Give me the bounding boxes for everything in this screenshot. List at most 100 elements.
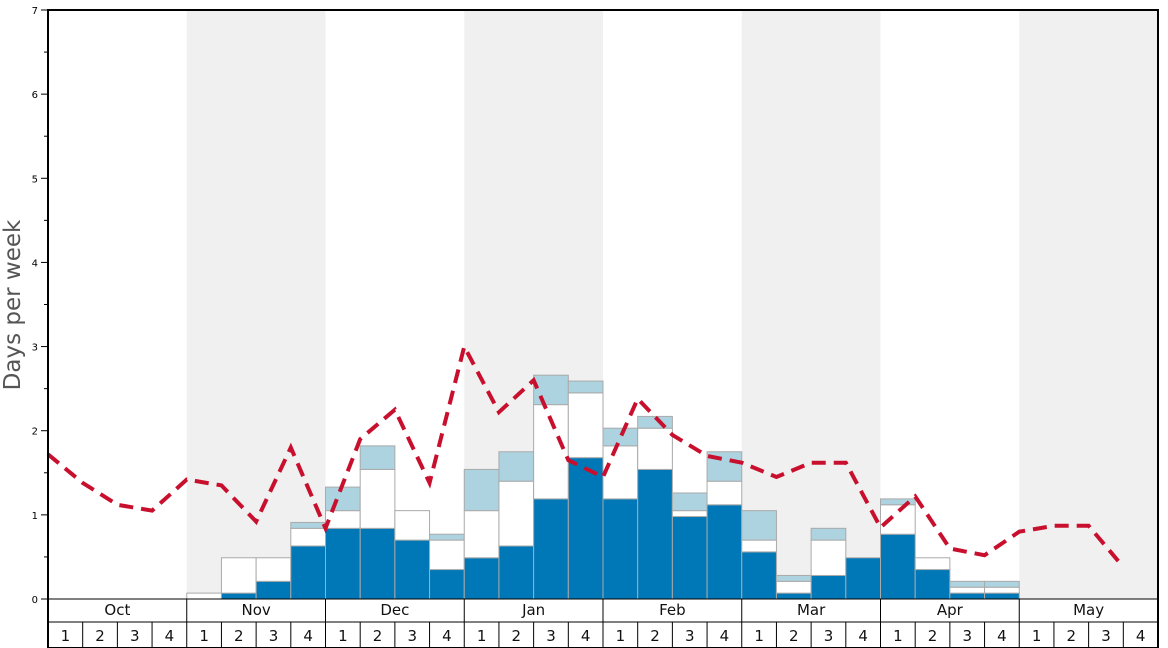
- week-label: 3: [269, 627, 279, 645]
- bar-dark: [637, 468, 673, 600]
- bar-light: [949, 580, 986, 588]
- bar-dark: [498, 545, 535, 600]
- bar-white: [429, 539, 465, 571]
- bar-dark: [775, 592, 812, 600]
- week-label: 2: [95, 627, 105, 645]
- y-tick-label: 3: [32, 343, 38, 354]
- week-label: 3: [1101, 627, 1111, 645]
- week-label: 3: [962, 627, 972, 645]
- bar-light: [984, 580, 1020, 588]
- month-label: Apr: [937, 601, 964, 619]
- bar-white: [810, 539, 847, 576]
- bar-light: [671, 492, 708, 512]
- bar-white: [359, 468, 396, 529]
- bar-white: [290, 527, 326, 547]
- bar-dark: [671, 516, 708, 600]
- bar-dark: [359, 527, 396, 600]
- bar-light: [741, 510, 777, 541]
- week-label: 4: [858, 627, 868, 645]
- month-label: Dec: [380, 601, 409, 619]
- bar-dark: [255, 580, 292, 600]
- bar-light: [880, 498, 916, 506]
- y-tick-label: 1: [32, 511, 38, 522]
- bar-light: [533, 374, 569, 406]
- week-label: 1: [199, 627, 209, 645]
- bar-dark: [533, 498, 569, 600]
- month-band: [1019, 10, 1158, 599]
- week-label: 4: [997, 627, 1007, 645]
- week-label: 2: [234, 627, 244, 645]
- week-label: 3: [546, 627, 556, 645]
- bar-dark: [463, 557, 500, 600]
- month-label: Mar: [797, 601, 826, 619]
- bar-dark: [914, 569, 951, 600]
- bar-dark: [394, 539, 431, 600]
- bar-white: [394, 510, 431, 541]
- week-label: 4: [303, 627, 313, 645]
- bar-white: [706, 480, 743, 506]
- bar-light: [637, 415, 673, 429]
- week-label: 1: [893, 627, 903, 645]
- week-label: 2: [373, 627, 383, 645]
- bar-dark: [949, 592, 986, 600]
- bar-dark: [880, 533, 916, 600]
- bar-white: [498, 480, 535, 547]
- week-label: 1: [338, 627, 348, 645]
- month-label: Feb: [659, 601, 686, 619]
- week-label: 2: [650, 627, 660, 645]
- bar-light: [463, 468, 500, 512]
- week-label: 2: [512, 627, 522, 645]
- bar-dark: [810, 574, 847, 600]
- bar-light: [810, 527, 847, 541]
- average-line: [46, 341, 1125, 569]
- bar-white: [914, 557, 951, 571]
- bar-white: [880, 504, 916, 535]
- week-label: 4: [442, 627, 452, 645]
- week-label: 4: [165, 627, 175, 645]
- bar-white: [325, 510, 361, 529]
- week-label: 2: [928, 627, 938, 645]
- bar-white: [741, 539, 777, 553]
- bar-white: [255, 557, 292, 582]
- bar-dark: [741, 551, 777, 600]
- bar-dark: [845, 557, 881, 600]
- month-bands: [186, 10, 1158, 599]
- bar-dark: [429, 569, 465, 600]
- bar-light: [359, 445, 396, 470]
- week-label: 2: [1067, 627, 1077, 645]
- bar-white: [671, 510, 708, 518]
- month-label: May: [1073, 601, 1104, 619]
- y-tick-label: 2: [32, 427, 38, 438]
- bar-light: [429, 533, 465, 541]
- bar-light: [290, 521, 326, 529]
- bar-white: [463, 510, 500, 559]
- bar-dark: [706, 504, 743, 600]
- bar-light: [602, 427, 639, 447]
- y-tick-label: 4: [32, 258, 38, 269]
- y-axis-label: Days per week: [0, 219, 26, 390]
- plot-frame: [47, 9, 1159, 648]
- week-label: 3: [824, 627, 834, 645]
- bar-dark: [290, 545, 326, 600]
- week-label: 2: [789, 627, 799, 645]
- bar-white: [637, 427, 673, 470]
- week-label: 1: [477, 627, 487, 645]
- bar-dark: [220, 592, 257, 600]
- bar-white: [984, 586, 1020, 594]
- week-label: 4: [581, 627, 591, 645]
- y-axis: 0 1 2 3 4 5 6 7: [32, 6, 48, 606]
- month-label: Oct: [104, 601, 130, 619]
- bar-light: [567, 380, 604, 394]
- y-tick-label: 0: [32, 595, 38, 606]
- week-label: 4: [720, 627, 730, 645]
- bar-dark: [325, 527, 361, 600]
- week-label: 1: [616, 627, 626, 645]
- week-label: 3: [685, 627, 695, 645]
- bar-white: [220, 557, 257, 594]
- week-label: 1: [754, 627, 764, 645]
- bar-light: [498, 451, 535, 482]
- week-label: 1: [61, 627, 71, 645]
- y-tick-label: 5: [32, 174, 38, 185]
- bar-dark: [984, 592, 1020, 600]
- bar-white: [775, 580, 812, 594]
